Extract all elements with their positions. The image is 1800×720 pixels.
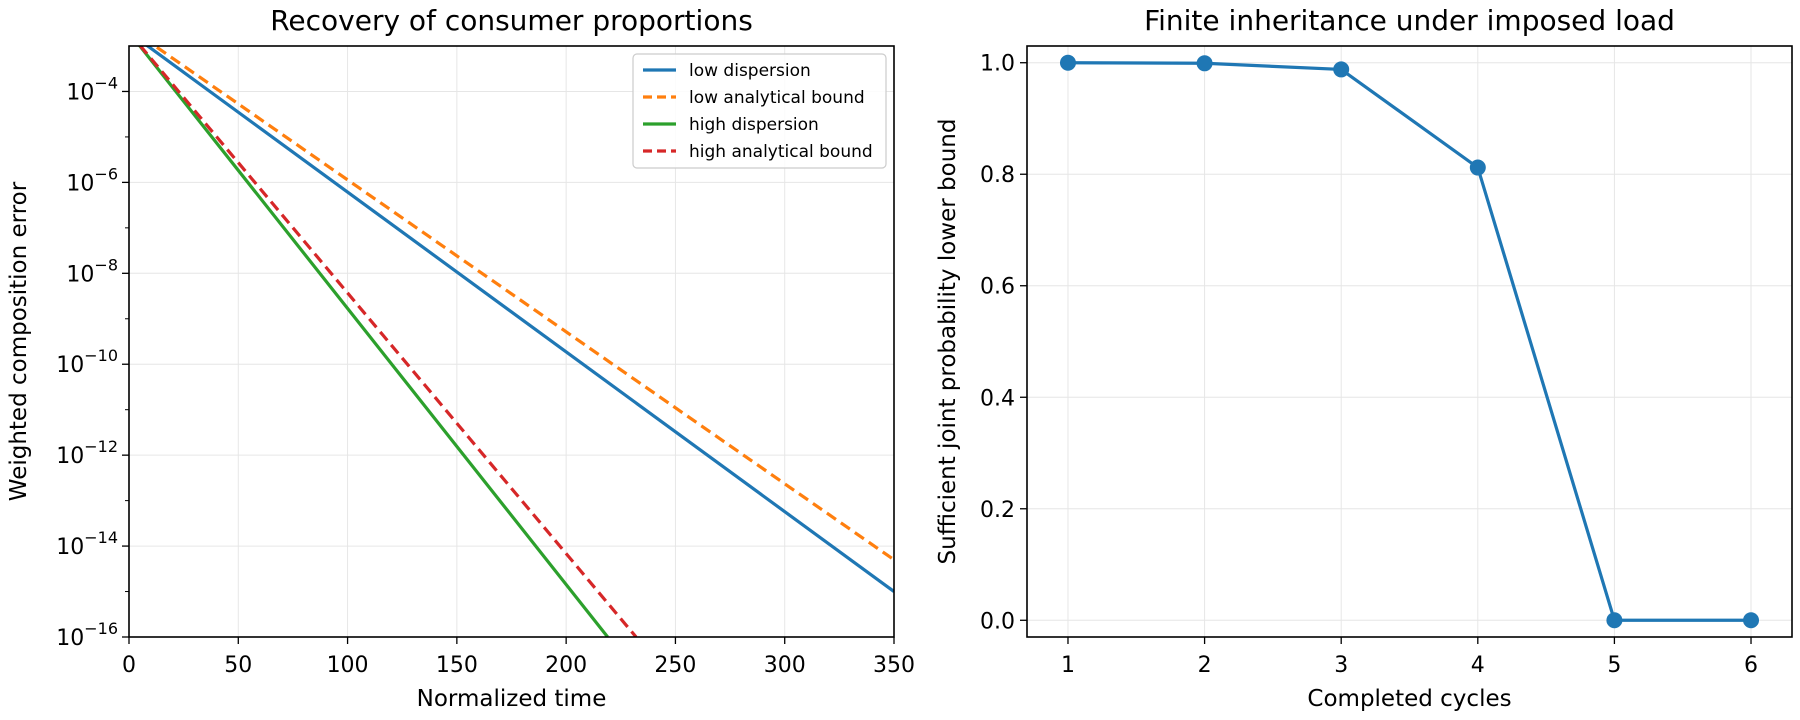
left-x-tick-label: 200	[545, 653, 587, 678]
series-line-low-analytical-bound	[152, 46, 894, 562]
tick-exponent: −10	[84, 346, 118, 365]
data-point-marker	[1059, 54, 1076, 71]
left-x-tick-label: 250	[654, 653, 696, 678]
left-x-axis-label: Normalized time	[417, 686, 607, 712]
left-series-group	[137, 46, 894, 637]
right-y-tick-label: 0.8	[980, 163, 1015, 188]
right-plot-frame	[1026, 45, 1793, 638]
tick-base: 10	[56, 444, 84, 469]
tick-exponent: −16	[84, 619, 118, 638]
left-x-tick-label: 0	[122, 653, 136, 678]
right-y-axis-label: Sufficient joint probability lower bound	[935, 119, 961, 565]
right-y-tick-label: 1.0	[980, 52, 1015, 77]
tick-exponent: −6	[94, 164, 118, 183]
right-x-tick-label: 4	[1471, 653, 1485, 678]
right-x-tick-label: 5	[1607, 653, 1621, 678]
right-panel: 1 2 3 4 5 6 0.0 0.2 0.4 0.6 0.8 1.0 Finite inheritan…	[935, 4, 1793, 712]
tick-base: 10	[66, 262, 94, 287]
legend-entry-label: low analytical bound	[689, 88, 865, 108]
right-chart-title: Finite inheritance under imposed load	[1144, 4, 1675, 37]
legend-entry-label: high dispersion	[689, 115, 819, 135]
tick-base: 10	[56, 535, 84, 560]
data-point-marker	[1196, 55, 1213, 72]
left-y-tick-label: 10−4	[66, 73, 118, 105]
left-y-axis-label: Weighted composition error	[6, 181, 32, 501]
tick-base: 10	[56, 626, 84, 651]
data-point-marker	[1333, 61, 1350, 78]
right-x-tick-label: 1	[1061, 653, 1075, 678]
left-y-tick-label: 10−8	[66, 255, 118, 287]
series-line-high-analytical-bound	[138, 46, 638, 637]
series-line-high-dispersion	[137, 46, 609, 637]
tick-base: 10	[56, 353, 84, 378]
left-y-tick-label: 10−14	[56, 528, 118, 560]
right-x-tick-label: 2	[1198, 653, 1212, 678]
left-x-tick-label: 100	[327, 653, 369, 678]
left-y-tick-label: 10−16	[56, 619, 118, 651]
tick-base: 10	[66, 80, 94, 105]
left-chart-title: Recovery of consumer proportions	[270, 4, 753, 37]
legend-entry-label: low dispersion	[689, 61, 811, 81]
right-x-axis-label: Completed cycles	[1307, 686, 1511, 712]
left-y-tick-label: 10−12	[56, 437, 118, 469]
left-panel: 0 50 100 150 200 250 300 35010−1610−1410−1210−1…	[6, 4, 915, 712]
legend: low dispersion low analytical bound high d…	[632, 53, 887, 169]
right-x-tick-label: 3	[1334, 653, 1348, 678]
left-y-tick-label: 10−6	[66, 164, 118, 196]
tick-exponent: −4	[94, 73, 118, 92]
tick-exponent: −12	[84, 437, 118, 456]
left-y-tick-label: 10−10	[56, 346, 118, 378]
legend-box	[632, 53, 887, 169]
tick-base: 10	[66, 171, 94, 196]
left-x-tick-label: 300	[764, 653, 806, 678]
data-point-marker	[1469, 159, 1486, 176]
right-x-tick-label: 6	[1744, 653, 1758, 678]
tick-exponent: −14	[84, 528, 118, 547]
data-point-marker	[1743, 612, 1760, 629]
right-y-tick-label: 0.4	[980, 386, 1015, 411]
left-x-tick-label: 50	[224, 653, 252, 678]
data-point-marker	[1606, 612, 1623, 629]
right-y-tick-label: 0.0	[980, 609, 1015, 634]
legend-entry-label: high analytical bound	[689, 142, 873, 162]
right-y-tick-label: 0.2	[980, 498, 1015, 523]
left-plot-frame	[128, 45, 895, 638]
left-x-tick-label: 350	[873, 653, 915, 678]
series-line-low-dispersion	[145, 46, 894, 593]
right-y-tick-label: 0.6	[980, 275, 1015, 300]
series-line	[1067, 61, 1752, 622]
left-x-tick-label: 150	[436, 653, 478, 678]
tick-exponent: −8	[94, 255, 118, 274]
